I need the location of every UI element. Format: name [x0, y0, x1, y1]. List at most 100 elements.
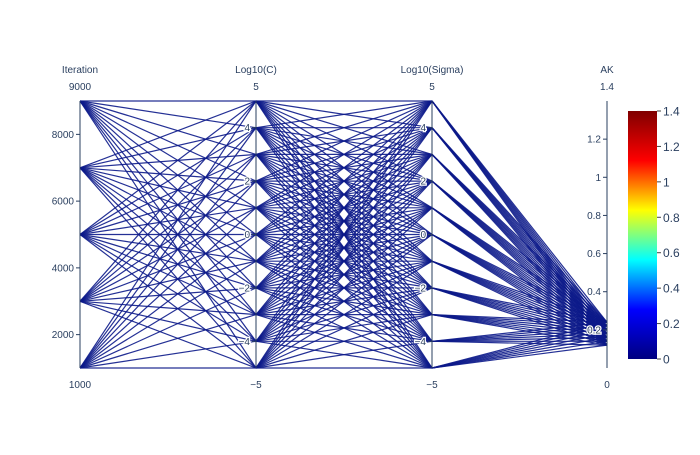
axis-tick-label: 6000 — [52, 197, 75, 208]
polyline-segment — [79, 300, 257, 369]
axis-tick-label: 4000 — [52, 263, 75, 274]
colorbar-tick-label: 1.4 — [663, 105, 680, 119]
axis-range-max-label: 9000 — [69, 82, 92, 93]
axis-range-max-label: 5 — [429, 82, 435, 93]
polyline-segment — [431, 340, 608, 346]
axis-tick-label: 1 — [595, 173, 601, 184]
polyline-segment — [431, 287, 608, 342]
axis-title[interactable]: AK — [600, 65, 614, 76]
axis-range-min-label: −5 — [250, 380, 262, 391]
axis-tick-label: 4 — [244, 123, 250, 134]
polyline-segment — [255, 260, 433, 369]
axis-range-max-label: 5 — [253, 82, 259, 93]
axis-tick-label: 4 — [420, 123, 426, 134]
polyline-segment — [255, 207, 433, 369]
axis-tick-label: 2 — [420, 177, 426, 188]
polyline-segment — [79, 314, 257, 369]
axis-tick-label: 0.6 — [587, 249, 601, 260]
polyline-segment — [79, 340, 257, 369]
polyline-segment — [79, 167, 257, 262]
axis-tick-label: 0.2 — [587, 325, 601, 336]
polyline-segment — [79, 100, 257, 129]
polyline-segment — [255, 100, 433, 155]
polyline-segment — [79, 100, 257, 342]
axis-tick-label: 2 — [244, 177, 250, 188]
polyline-segment — [79, 300, 257, 316]
polyline-segment — [431, 287, 608, 339]
polyline-segment — [255, 314, 433, 369]
colorbar-tick-label: 0.6 — [663, 246, 680, 260]
polyline-segment — [431, 314, 608, 346]
polyline-segment — [79, 167, 257, 369]
polylines-group — [79, 100, 608, 369]
polyline-segment — [255, 100, 433, 209]
axis-range-min-label: 1000 — [69, 380, 92, 391]
polyline-segment — [255, 287, 433, 369]
colorbar-gradient — [628, 111, 657, 359]
axis-title[interactable]: Log10(Sigma) — [401, 65, 464, 76]
axis-range-min-label: 0 — [604, 380, 610, 391]
polyline-segment — [431, 100, 608, 323]
polyline-segment — [255, 100, 433, 289]
axis-tick-label: −2 — [415, 283, 427, 294]
polyline-segment — [79, 100, 257, 315]
axis-title[interactable]: Iteration — [62, 65, 98, 76]
polyline-segment — [255, 340, 433, 369]
colorbar-tick-label: 0.2 — [663, 317, 680, 331]
colorbar-tick-label: 0.4 — [663, 282, 680, 296]
polyline-segment — [79, 167, 257, 182]
polyline-segment — [79, 100, 257, 262]
polyline-segment — [79, 167, 257, 342]
polyline-segment — [79, 100, 257, 289]
polyline-segment — [255, 234, 433, 369]
polyline-segment — [79, 167, 257, 236]
polyline-segment — [255, 127, 433, 369]
axis-range-max-label: 1.4 — [600, 82, 614, 93]
polyline-segment — [79, 100, 257, 155]
polyline-segment — [255, 100, 433, 182]
axis-tick-label: 8000 — [52, 130, 75, 141]
polyline-segment — [431, 336, 608, 342]
polyline-segment — [431, 314, 608, 339]
colorbar-tick-label: 1.2 — [663, 140, 680, 154]
polyline-segment — [255, 100, 433, 129]
polyline-segment — [255, 100, 433, 315]
polyline-segment — [79, 167, 257, 209]
polyline-segment — [431, 340, 608, 369]
polyline-segment — [79, 100, 257, 169]
axis-tick-label: 1.2 — [587, 135, 601, 146]
axis-tick-label: −4 — [415, 337, 427, 348]
axis-title[interactable]: Log10(C) — [235, 65, 277, 76]
polyline-segment — [79, 127, 257, 169]
polyline-segment — [79, 167, 257, 289]
axis-tick-label: 0.8 — [587, 211, 601, 222]
polyline-segment — [79, 100, 257, 235]
polyline-segment — [431, 287, 608, 346]
polyline-segment — [255, 154, 433, 369]
colorbar-tick-label: 0 — [663, 353, 670, 367]
polyline-segment — [79, 153, 257, 169]
colorbar-tick-label: 1 — [663, 175, 670, 189]
axis-tick-label: 2000 — [52, 330, 75, 341]
axis-range-min-label: −5 — [426, 380, 438, 391]
axis-tick-label: −2 — [239, 283, 251, 294]
polyline-segment — [431, 127, 608, 323]
polyline-segment — [79, 100, 257, 369]
polyline-segment — [255, 100, 433, 342]
polyline-segment — [255, 100, 433, 262]
axis-tick-label: −4 — [239, 337, 251, 348]
colorbar: 0 0.2 0.4 0.6 0.8 1 1.2 1.4 — [628, 105, 680, 367]
polyline-segment — [255, 100, 433, 369]
polyline-segment — [431, 314, 608, 342]
polyline-segment — [431, 344, 608, 369]
polyline-segment — [79, 234, 257, 369]
polyline-segment — [255, 180, 433, 369]
polyline-segment — [79, 100, 257, 182]
colorbar-tick-label: 0.8 — [663, 211, 680, 225]
polyline-segment — [255, 100, 433, 235]
polyline-segment — [79, 167, 257, 316]
polyline-segment — [431, 336, 608, 369]
polyline-segment — [79, 100, 257, 209]
